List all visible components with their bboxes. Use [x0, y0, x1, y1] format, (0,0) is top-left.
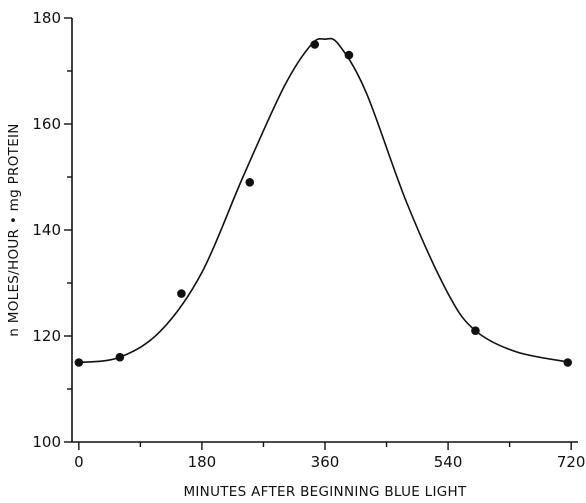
x-tick-label: 0: [74, 453, 84, 471]
x-tick-label: 360: [311, 453, 340, 471]
y-tick-label: 180: [32, 9, 61, 27]
data-point: [310, 40, 320, 49]
x-tick-label: 180: [188, 453, 217, 471]
data-point: [471, 326, 480, 336]
y-tick-label: 100: [32, 433, 61, 451]
y-tick-label: 160: [32, 115, 61, 133]
data-points-layer: [74, 40, 573, 367]
x-axis-title: MINUTES AFTER BEGINNING BLUE LIGHT: [183, 484, 467, 500]
y-axis-title: n MOLES/HOUR • mg PROTEIN: [6, 123, 22, 336]
fit-curve-layer: [78, 37, 572, 364]
data-point: [245, 178, 255, 187]
ticks: 0 180 360 540 720 100 120 140 160 180: [32, 9, 585, 471]
data-point: [344, 50, 354, 60]
data-point: [563, 358, 573, 367]
x-tick-label: 540: [434, 453, 463, 471]
x-tick-label: 720: [557, 453, 586, 471]
data-point: [115, 352, 125, 362]
axes: [71, 18, 578, 443]
data-point: [177, 289, 186, 298]
fitted-curve: [78, 37, 572, 364]
y-tick-label: 120: [32, 327, 61, 345]
data-point: [74, 358, 84, 367]
y-tick-label: 140: [32, 221, 61, 239]
